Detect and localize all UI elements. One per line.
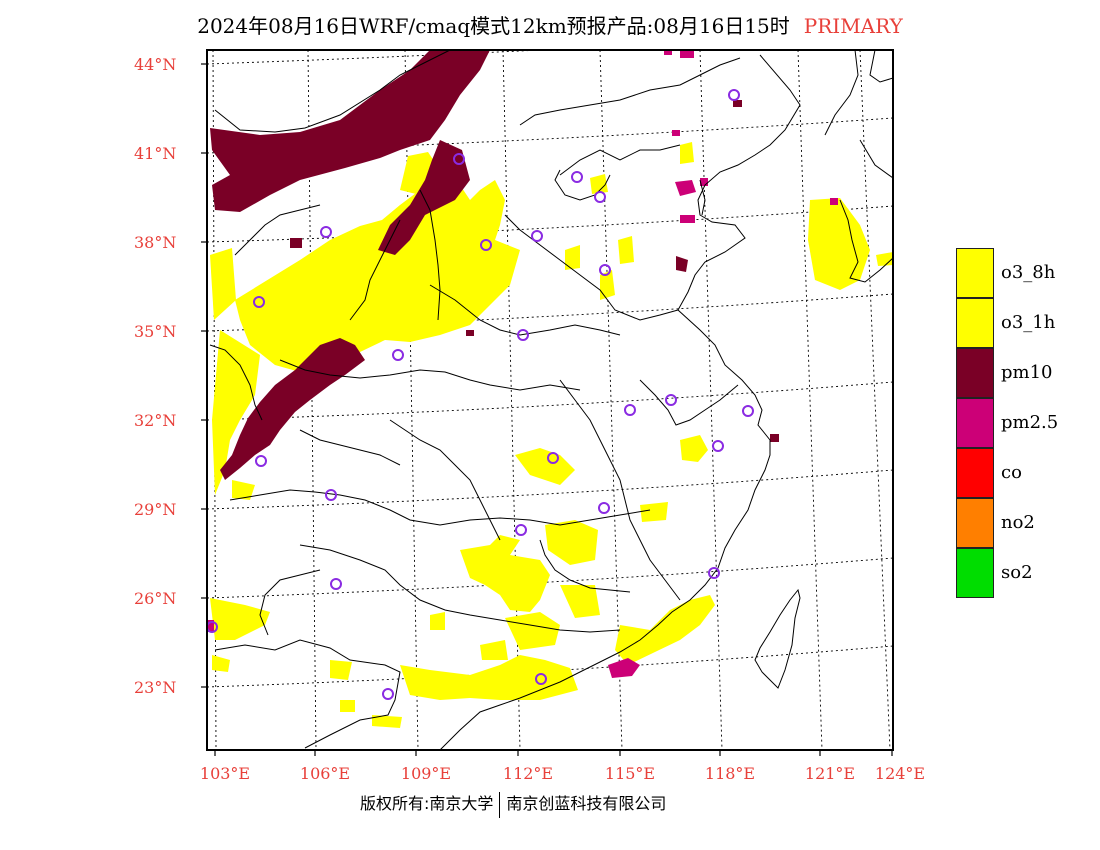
legend-label: o3_8h <box>1001 262 1056 283</box>
lat-label: 41°N <box>134 144 177 163</box>
lat-label: 44°N <box>134 55 177 74</box>
legend-label: pm2.5 <box>1001 412 1059 433</box>
station-markers <box>207 89 754 700</box>
lat-label: 32°N <box>134 411 177 430</box>
legend-swatch <box>956 248 994 298</box>
lat-label: 38°N <box>134 233 177 252</box>
legend-swatch <box>956 298 994 348</box>
legend-label: co <box>1001 462 1022 483</box>
copyright-company: 南京创蓝科技有限公司 <box>506 794 667 813</box>
map-title: 2024年08月16日WRF/cmaq模式12km预报产品:08月16日15时 P… <box>0 10 1100 39</box>
lon-label: 121°E <box>804 764 856 783</box>
pm25-field <box>207 50 838 678</box>
map-frame <box>206 49 894 751</box>
lon-label: 109°E <box>400 764 452 783</box>
copyright-owner: 版权所有:南京大学 <box>360 794 494 813</box>
lon-label: 106°E <box>299 764 351 783</box>
lon-label: 103°E <box>199 764 251 783</box>
copyright-footer: 版权所有:南京大学 南京创蓝科技有限公司 <box>360 790 666 818</box>
lon-label: 124°E <box>874 764 926 783</box>
legend-swatch <box>956 398 994 448</box>
legend-label: so2 <box>1001 562 1033 583</box>
lat-label: 29°N <box>134 500 177 519</box>
title-text: 2024年08月16日WRF/cmaq模式12km预报产品:08月16日15时 <box>197 14 790 38</box>
lat-label: 26°N <box>134 589 177 608</box>
boundary-lines <box>209 50 893 750</box>
legend-swatch <box>956 448 994 498</box>
legend-swatch <box>956 548 994 598</box>
lon-label: 115°E <box>604 764 656 783</box>
lon-label: 118°E <box>704 764 756 783</box>
lon-label: 112°E <box>502 764 554 783</box>
legend-swatch <box>956 498 994 548</box>
lat-label: 23°N <box>134 678 177 697</box>
legend-label: no2 <box>1001 512 1035 533</box>
lat-label: 35°N <box>134 322 177 341</box>
legend-label: pm10 <box>1001 362 1053 383</box>
primary-tag: PRIMARY <box>803 14 903 38</box>
axis-ticks <box>201 63 893 756</box>
legend-swatch <box>956 348 994 398</box>
footer-separator <box>499 791 501 818</box>
legend-label: o3_1h <box>1001 312 1056 333</box>
o3-field <box>210 142 893 728</box>
